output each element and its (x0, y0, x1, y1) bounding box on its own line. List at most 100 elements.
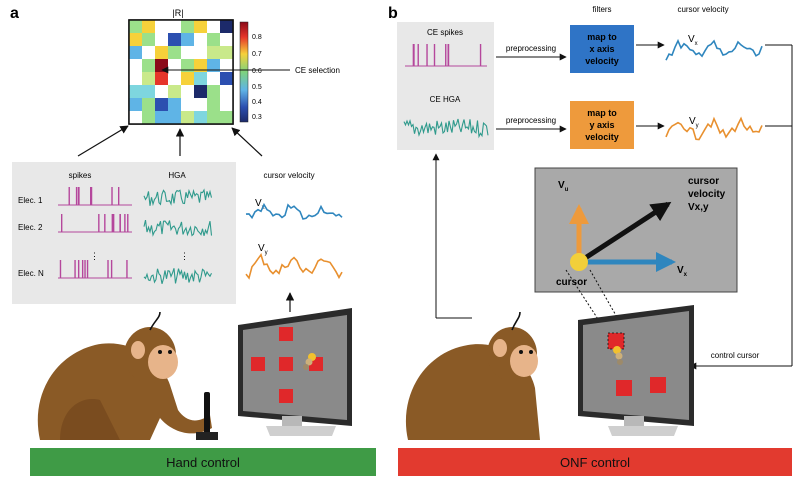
cbar-tick-2: 0.6 (252, 68, 262, 75)
matrix-cell (220, 20, 233, 33)
matrix-cell (207, 85, 220, 98)
matrix-cell (207, 72, 220, 85)
matrix-cell (168, 72, 181, 85)
matrix-cell (155, 111, 168, 124)
b-vx-label: Vx (688, 34, 698, 47)
matrix-cells (129, 20, 233, 124)
matrix-cell (207, 20, 220, 33)
matrix-cell (181, 72, 194, 85)
cbar-tick-5: 0.3 (252, 114, 262, 121)
matrix-cell (194, 33, 207, 46)
a-vy-label: Vy (258, 243, 268, 256)
matrix-cell (194, 98, 207, 111)
matrix-title: |R| (172, 8, 183, 18)
hga-trace (143, 219, 213, 237)
filter-x-line-3: velocity (585, 56, 619, 66)
a-vx-trace (245, 202, 343, 220)
matrix-cell (194, 59, 207, 72)
arrow-to-matrix-left (77, 125, 129, 157)
matrix-cell (129, 85, 142, 98)
velocity-vector-arrow (577, 201, 672, 265)
correlation-matrix: |R| 0.8 0.7 0.6 0.5 0.4 0.3 CE selection (128, 8, 340, 125)
filter-x-line-2: x axis (589, 44, 614, 54)
matrix-cell (194, 46, 207, 59)
preprocessing-label-2: preprocessing (506, 116, 556, 125)
filter-y-line-2: y axis (589, 120, 614, 130)
filter-y-line-3: velocity (585, 132, 619, 142)
matrix-cell (194, 20, 207, 33)
matrix-cell (181, 98, 194, 111)
monitor-a (238, 308, 352, 436)
colorbar (239, 21, 249, 123)
b-vy-label: Vy (689, 116, 699, 129)
matrix-cell (220, 33, 233, 46)
matrix-cell (207, 33, 220, 46)
filters-label: filters (592, 5, 611, 14)
a-vy-trace (245, 253, 343, 280)
matrix-cell (142, 59, 155, 72)
matrix-cell (129, 46, 142, 59)
matrix-cell (129, 72, 142, 85)
matrix-cell (181, 85, 194, 98)
cbar-tick-1: 0.7 (252, 51, 262, 58)
hga-dots: ⋮ (180, 251, 189, 261)
panel-a-letter: a (10, 5, 19, 22)
matrix-cell (142, 85, 155, 98)
matrix-cell (155, 20, 168, 33)
b-vx-trace (665, 38, 763, 61)
matrix-cell (155, 72, 168, 85)
matrix-cell (168, 59, 181, 72)
matrix-cell (155, 85, 168, 98)
hga-trace (143, 268, 212, 284)
matrix-cell (168, 46, 181, 59)
elec-n-label: Elec. N (18, 269, 44, 278)
matrix-cell (194, 72, 207, 85)
matrix-cell (142, 98, 155, 111)
filter-x-line-1: map to (587, 32, 617, 42)
filter-y-box (570, 101, 634, 149)
arrow-to-matrix-right (231, 127, 263, 157)
matrix-cell (168, 33, 181, 46)
matrix-cell (142, 33, 155, 46)
matrix-cell (129, 33, 142, 46)
hand-control-bar (30, 448, 376, 476)
elec-2-label: Elec. 2 (18, 223, 43, 232)
ce-hga-label: CE HGA (430, 95, 461, 104)
matrix-cell (181, 20, 194, 33)
colorbar-ticks: 0.8 0.7 0.6 0.5 0.4 0.3 (252, 34, 262, 121)
panel-b-letter: b (388, 5, 398, 22)
matrix-cell (168, 111, 181, 124)
matrix-cell (129, 98, 142, 111)
matrix-cell (181, 46, 194, 59)
matrix-cell (181, 111, 194, 124)
zoom-line-left (565, 269, 608, 334)
matrix-cell (155, 46, 168, 59)
filter-x-box (570, 25, 634, 73)
matrix-cell (220, 85, 233, 98)
ce-selection-label: CE selection (295, 66, 340, 75)
spikes-label: spikes (69, 171, 92, 180)
hga-trace (143, 188, 213, 207)
inset-cursor-velocity-line-3: Vx,y (688, 202, 709, 213)
matrix-cell (194, 111, 207, 124)
spike-trains (58, 187, 132, 279)
matrix-cell (220, 98, 233, 111)
cbar-tick-0: 0.8 (252, 34, 262, 41)
preprocessing-label-1: preprocessing (506, 44, 556, 53)
monkey-illustration-b (405, 311, 540, 440)
matrix-cell (142, 72, 155, 85)
control-cursor-label: control cursor (711, 351, 760, 360)
matrix-cell (168, 98, 181, 111)
inset-cursor-velocity-line-1: cursor (688, 176, 719, 187)
matrix-cell (155, 33, 168, 46)
matrix-cell (207, 46, 220, 59)
onf-control-bar (398, 448, 792, 476)
monitor-b (578, 305, 694, 436)
cursor-dot (570, 253, 588, 271)
matrix-cell (129, 111, 142, 124)
signal-panel (12, 162, 236, 304)
hga-label: HGA (168, 171, 186, 180)
b-cursor-velocity-label: cursor velocity (677, 5, 728, 14)
onf-control-label: ONF control (560, 455, 630, 470)
